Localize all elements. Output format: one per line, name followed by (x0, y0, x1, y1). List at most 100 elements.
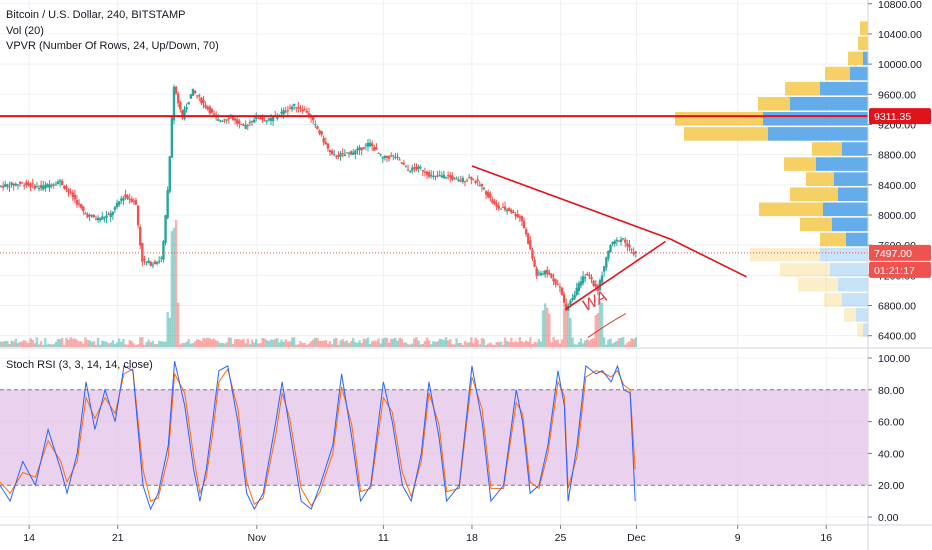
candle (413, 167, 416, 169)
volume-bar (248, 344, 252, 347)
volume-bar (217, 341, 220, 347)
volume-bar (451, 344, 454, 347)
candle (347, 152, 351, 154)
volume-bar (468, 342, 471, 347)
volume-bar (33, 343, 36, 347)
candle (219, 120, 222, 122)
candle (164, 215, 167, 243)
candle (364, 144, 368, 146)
candle (556, 284, 559, 286)
candle (354, 150, 357, 155)
volume-bar (600, 302, 604, 347)
symbol-title: Bitcoin / U.S. Dollar, 240, BITSTAMP (6, 9, 186, 21)
candle (115, 202, 119, 208)
volume-bar (341, 338, 344, 347)
volume-bar (497, 342, 500, 347)
candle (147, 260, 150, 263)
volume-bar (634, 337, 638, 347)
volume-bar (181, 343, 184, 347)
candle (134, 200, 138, 205)
candle (61, 180, 64, 186)
vpvr-up-bar (838, 187, 868, 202)
volume-bar (1, 341, 5, 347)
vpvr-down-bar (780, 262, 830, 277)
trendline-ascending-support (565, 240, 667, 310)
volume-bar (153, 343, 157, 347)
volume-bar (77, 341, 81, 347)
volume-bar (417, 340, 420, 347)
candle (419, 167, 422, 169)
vpvr-up-bar (863, 51, 868, 66)
candle (33, 185, 36, 189)
last-price-tag-bg (869, 244, 931, 261)
volume-bar (126, 344, 129, 347)
candle (402, 162, 406, 165)
volume-bar (609, 338, 612, 347)
volume-bar (339, 340, 342, 347)
candle (276, 116, 279, 119)
candle (155, 261, 159, 264)
volume-bar (524, 340, 528, 347)
candle (565, 303, 568, 311)
price-tick-label: 8800.00 (878, 150, 916, 162)
price-tick-label: 6800.00 (878, 301, 916, 313)
candle (619, 239, 623, 243)
volume-bar (94, 344, 98, 347)
candle (132, 200, 136, 202)
volume-bar (588, 340, 591, 347)
vpvr-down-bar (759, 202, 823, 217)
volume-bar (147, 339, 150, 347)
volume-bar (10, 340, 13, 347)
volume-bar (554, 340, 557, 347)
candle (476, 179, 479, 182)
volume-bar (602, 337, 606, 347)
volume-bar (527, 341, 530, 347)
volume-bar (75, 339, 79, 347)
volume-bar (389, 338, 393, 347)
candle (339, 153, 342, 157)
volume-bar (605, 344, 608, 347)
candle (411, 167, 414, 171)
rsi-tick-label: 0.00 (878, 512, 899, 524)
candle (299, 108, 302, 110)
candle (221, 120, 224, 122)
volume-bar (385, 337, 389, 347)
candle (50, 184, 53, 186)
volume-bar (436, 341, 439, 347)
candle (579, 281, 583, 286)
volume-bar (322, 340, 325, 347)
candle (176, 93, 180, 103)
vpvr-up-bar (850, 66, 868, 81)
volume-bar (531, 344, 534, 347)
trendlines (471, 165, 747, 310)
candle (122, 197, 125, 201)
candle (581, 276, 585, 284)
rsi-tick-label: 40.00 (878, 448, 904, 460)
volume-bar (73, 338, 77, 347)
candle (4, 184, 7, 187)
volume-bar (352, 337, 355, 347)
candle (575, 287, 578, 295)
volume-bar (398, 337, 401, 347)
candle (615, 239, 619, 242)
volume-bar (58, 339, 62, 347)
volume-bar (265, 339, 268, 347)
candle (529, 240, 532, 250)
candle (117, 201, 121, 205)
volume-bar (594, 315, 597, 347)
volume-bar (134, 344, 138, 347)
volume-bar (408, 344, 412, 347)
volume-bar (111, 340, 115, 347)
time-tick-label: Nov (248, 532, 267, 544)
candle (305, 110, 309, 113)
vpvr-down-bar (812, 142, 842, 156)
candle (210, 108, 214, 113)
volume-bar (82, 343, 85, 347)
candle (67, 188, 70, 192)
price-tick-label: 9600.00 (878, 89, 916, 101)
volume-bar (404, 342, 408, 347)
vpvr-up-bar (834, 172, 868, 186)
volume-bar (139, 337, 142, 347)
volume-bar (480, 338, 484, 347)
